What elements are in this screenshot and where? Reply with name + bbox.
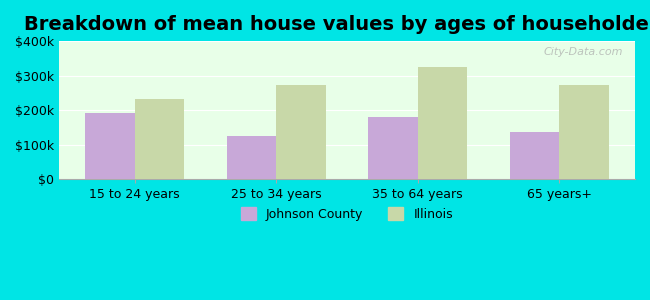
Title: Breakdown of mean house values by ages of householders: Breakdown of mean house values by ages o… <box>24 15 650 34</box>
Text: City-Data.com: City-Data.com <box>544 46 623 57</box>
Bar <box>510 132 559 179</box>
Bar <box>368 116 418 179</box>
Bar <box>559 85 609 179</box>
Bar <box>85 113 135 179</box>
Bar <box>276 85 326 179</box>
Bar <box>135 99 184 179</box>
Bar <box>418 67 467 179</box>
Legend: Johnson County, Illinois: Johnson County, Illinois <box>236 202 458 226</box>
Bar <box>227 136 276 179</box>
